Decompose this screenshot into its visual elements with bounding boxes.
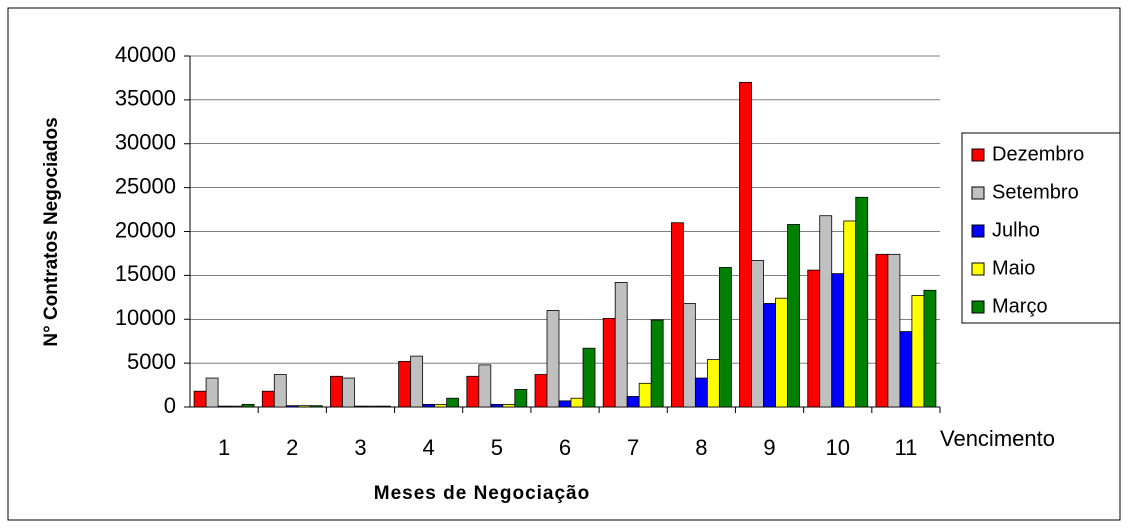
chart-frame xyxy=(7,7,1121,521)
x-tick-label: 8 xyxy=(695,435,707,460)
bar xyxy=(718,267,732,408)
bar xyxy=(261,390,275,408)
y-tick-label: 30000 xyxy=(115,130,176,155)
y-axis-label: N° Contratos Negociados xyxy=(41,117,62,346)
x-tick-label: 5 xyxy=(491,435,503,460)
bar xyxy=(366,405,379,408)
legend-label: Março xyxy=(992,295,1048,317)
bar xyxy=(546,310,560,408)
bar xyxy=(763,303,776,408)
bar xyxy=(285,405,299,408)
x-tick-label: 1 xyxy=(218,435,230,460)
bar xyxy=(911,295,925,408)
x-tick-label: 2 xyxy=(286,435,298,460)
bar xyxy=(422,403,436,408)
bar xyxy=(534,374,548,408)
bar xyxy=(602,317,616,408)
bar xyxy=(446,397,460,408)
y-tick-label: 15000 xyxy=(115,261,176,286)
bar xyxy=(466,375,480,408)
legend-box xyxy=(961,132,1121,324)
bar xyxy=(378,405,391,408)
bar xyxy=(241,403,255,408)
legend-swatch xyxy=(971,300,985,314)
bar xyxy=(807,269,821,408)
x-tick-label: 9 xyxy=(763,435,775,460)
y-tick-label: 5000 xyxy=(127,349,176,374)
bar xyxy=(899,331,913,408)
bar xyxy=(831,273,845,408)
bar xyxy=(342,377,355,408)
legend-swatch xyxy=(971,186,985,200)
bar xyxy=(330,375,343,408)
x-tick-label: 7 xyxy=(627,435,639,460)
bar xyxy=(558,400,572,408)
bar xyxy=(217,405,231,408)
legend-swatch xyxy=(971,262,985,276)
bar xyxy=(514,389,528,408)
bar xyxy=(478,364,492,408)
legend-swatch xyxy=(971,224,985,238)
bar xyxy=(739,81,752,408)
bar xyxy=(650,319,664,408)
bar xyxy=(502,403,516,408)
y-tick-label: 10000 xyxy=(115,305,176,330)
bar xyxy=(273,374,287,408)
bar xyxy=(582,347,596,408)
bar xyxy=(694,377,708,408)
bar xyxy=(354,405,367,408)
bar xyxy=(706,359,720,408)
y-tick-label: 20000 xyxy=(115,217,176,242)
x-tick-label: 4 xyxy=(423,435,435,460)
y-tick-label: 25000 xyxy=(115,173,176,198)
bar xyxy=(205,377,219,408)
bar xyxy=(309,405,323,408)
legend-label: Maio xyxy=(992,257,1035,279)
legend-label: Julho xyxy=(992,219,1040,241)
bar xyxy=(193,390,207,408)
x-tick-label: 3 xyxy=(354,435,366,460)
bar xyxy=(819,215,833,408)
bar xyxy=(570,397,584,408)
bar xyxy=(614,281,628,408)
bar xyxy=(410,355,424,408)
bar xyxy=(229,405,243,408)
x-tick-label: 11 xyxy=(894,435,917,460)
bar xyxy=(682,303,696,408)
annotation: Vencimento xyxy=(940,426,1055,451)
bar xyxy=(490,403,504,408)
y-tick-label: 35000 xyxy=(115,86,176,111)
bar xyxy=(843,220,857,408)
bar xyxy=(875,253,889,408)
y-tick-label: 40000 xyxy=(115,42,176,67)
bar xyxy=(751,260,764,408)
bar xyxy=(855,196,869,408)
x-axis-label: Meses de Negociação xyxy=(374,483,590,504)
legend-swatch xyxy=(971,148,985,162)
bar xyxy=(670,222,684,408)
legend-label: Setembro xyxy=(992,181,1079,203)
bar xyxy=(398,360,412,408)
x-tick-label: 6 xyxy=(559,435,571,460)
y-tick-label: 0 xyxy=(164,393,176,418)
bar xyxy=(626,396,640,408)
legend-label: Dezembro xyxy=(992,143,1084,165)
bar xyxy=(297,405,311,408)
bar xyxy=(887,253,901,408)
bar xyxy=(775,297,788,408)
bar xyxy=(923,289,937,408)
bar xyxy=(787,224,800,408)
x-tick-label: 10 xyxy=(825,435,849,460)
bar xyxy=(638,382,652,408)
bar xyxy=(434,403,448,408)
